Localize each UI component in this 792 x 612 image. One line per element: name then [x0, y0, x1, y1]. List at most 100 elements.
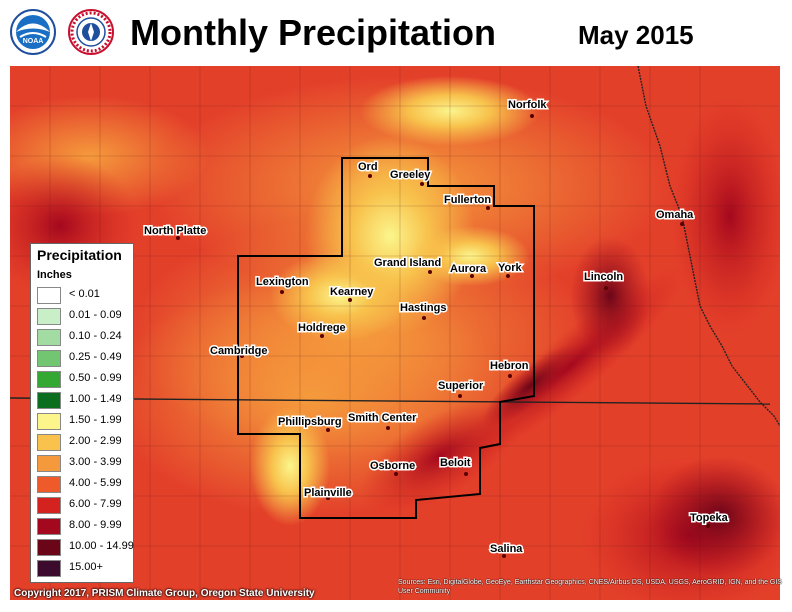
city-phillipsburg: Phillipsburg: [277, 415, 343, 432]
missouri-river: [637, 66, 780, 427]
legend-item: 2.00 - 2.99: [37, 434, 133, 451]
city-hebron: Hebron: [489, 359, 530, 378]
legend-item: 10.00 - 14.99: [37, 539, 134, 556]
city-label: Salina: [490, 543, 523, 555]
city-label: Aurora: [450, 263, 487, 275]
noaa-logo-text: NOAA: [23, 38, 44, 45]
legend-swatch: [37, 539, 61, 556]
city-label: Beloit: [440, 457, 471, 469]
legend-item: 8.00 - 9.99: [37, 518, 133, 535]
city-hastings: Hastings: [399, 301, 448, 320]
sources-text: Sources: Esri, DigitalGlobe, GeoEye, Ear…: [398, 579, 782, 595]
city-osborne: Osborne: [369, 459, 417, 476]
city-label: Hebron: [490, 360, 529, 372]
city-markers: Norfolk Ord Greeley Fullerton Omaha Nort…: [143, 98, 730, 558]
legend-swatch: [37, 392, 61, 409]
legend-title: Precipitation: [37, 247, 122, 263]
legend-label: 4.00 - 5.99: [69, 477, 122, 489]
legend-swatch: [37, 455, 61, 472]
city-superior: Superior: [437, 379, 485, 398]
city-label: Smith Center: [348, 412, 417, 424]
city-label: York: [498, 262, 523, 274]
city-label: Ord: [358, 161, 378, 173]
city-label: Holdrege: [298, 322, 346, 334]
city-north-platte: North Platte: [143, 224, 208, 240]
city-label: Osborne: [370, 460, 415, 472]
copyright-text: Copyright 2017, PRISM Climate Group, Ore…: [14, 588, 315, 599]
city-label: Lincoln: [584, 271, 623, 283]
legend-item: 0.01 - 0.09: [37, 308, 133, 325]
legend-label: 8.00 - 9.99: [69, 519, 122, 531]
city-norfolk: Norfolk: [507, 98, 549, 118]
city-kearney: Kearney: [329, 285, 376, 302]
legend-label: 2.00 - 2.99: [69, 435, 122, 447]
state-boundary-ne-ks: [10, 397, 771, 405]
legend-label: 15.00+: [69, 561, 103, 573]
page-title: Monthly Precipitation: [130, 12, 497, 53]
legend-label: 6.00 - 7.99: [69, 498, 122, 510]
city-fullerton: Fullerton: [443, 193, 493, 210]
city-grand-island: Grand Island: [373, 256, 443, 274]
legend-swatch: [37, 308, 61, 325]
city-topeka: Topeka: [689, 511, 730, 528]
city-label: North Platte: [144, 225, 206, 237]
city-label: Kearney: [330, 286, 374, 298]
legend-label: 1.50 - 1.99: [69, 414, 122, 426]
city-label: Topeka: [690, 512, 729, 524]
city-omaha: Omaha: [655, 208, 696, 226]
legend-item: 3.00 - 3.99: [37, 455, 133, 472]
legend-label: 0.01 - 0.09: [69, 309, 122, 321]
city-label: Greeley: [390, 169, 431, 181]
city-smith-center: Smith Center: [347, 411, 419, 430]
city-lexington: Lexington: [255, 275, 310, 294]
header: NOAA Monthly Precipitation May 2015: [0, 0, 792, 66]
legend-swatch: [37, 413, 61, 430]
legend-swatch: [37, 371, 61, 388]
legend-item: 0.25 - 0.49: [37, 350, 133, 367]
legend-units: Inches: [37, 269, 72, 281]
legend-item: 0.10 - 0.24: [37, 329, 133, 346]
city-label: Omaha: [656, 209, 694, 221]
city-greeley: Greeley: [389, 168, 433, 186]
legend-swatch: [37, 287, 61, 304]
legend-item: 1.50 - 1.99: [37, 413, 133, 430]
city-label: Cambridge: [210, 345, 267, 357]
city-lincoln: Lincoln: [583, 270, 625, 290]
legend-item: 0.50 - 0.99: [37, 371, 133, 388]
legend-swatch: [37, 518, 61, 535]
legend-swatch: [37, 329, 61, 346]
legend-item: 6.00 - 7.99: [37, 497, 133, 514]
legend-label: 1.00 - 1.49: [69, 393, 122, 405]
nws-logo-icon: [68, 9, 114, 55]
legend-label: 0.10 - 0.24: [69, 330, 122, 342]
city-york: York: [497, 261, 524, 278]
city-beloit: Beloit: [439, 456, 472, 476]
city-plainville: Plainville: [303, 486, 354, 501]
legend-swatch: [37, 350, 61, 367]
noaa-logo-icon: NOAA: [10, 9, 56, 55]
legend: Precipitation Inches < 0.01 0.01 - 0.09 0.…: [30, 243, 134, 583]
legend-item: 4.00 - 5.99: [37, 476, 133, 493]
city-ord: Ord: [357, 160, 379, 178]
legend-swatch: [37, 497, 61, 514]
city-salina: Salina: [489, 542, 525, 558]
legend-label: 3.00 - 3.99: [69, 456, 122, 468]
legend-item: < 0.01: [37, 287, 133, 304]
city-label: Superior: [438, 380, 484, 392]
city-aurora: Aurora: [449, 262, 488, 278]
city-holdrege: Holdrege: [297, 321, 347, 338]
city-label: Fullerton: [444, 194, 491, 206]
legend-swatch: [37, 476, 61, 493]
legend-swatch: [37, 434, 61, 451]
legend-label: 0.25 - 0.49: [69, 351, 122, 363]
legend-label: < 0.01: [69, 288, 100, 300]
city-label: Grand Island: [374, 257, 441, 269]
precip-zone-yellow: [250, 76, 540, 526]
legend-item: 15.00+: [37, 560, 133, 577]
city-label: Phillipsburg: [278, 416, 342, 428]
city-label: Lexington: [256, 276, 309, 288]
city-label: Plainville: [304, 487, 352, 499]
legend-label: 0.50 - 0.99: [69, 372, 122, 384]
legend-swatch: [37, 560, 61, 577]
cwa-outline: [237, 157, 535, 519]
